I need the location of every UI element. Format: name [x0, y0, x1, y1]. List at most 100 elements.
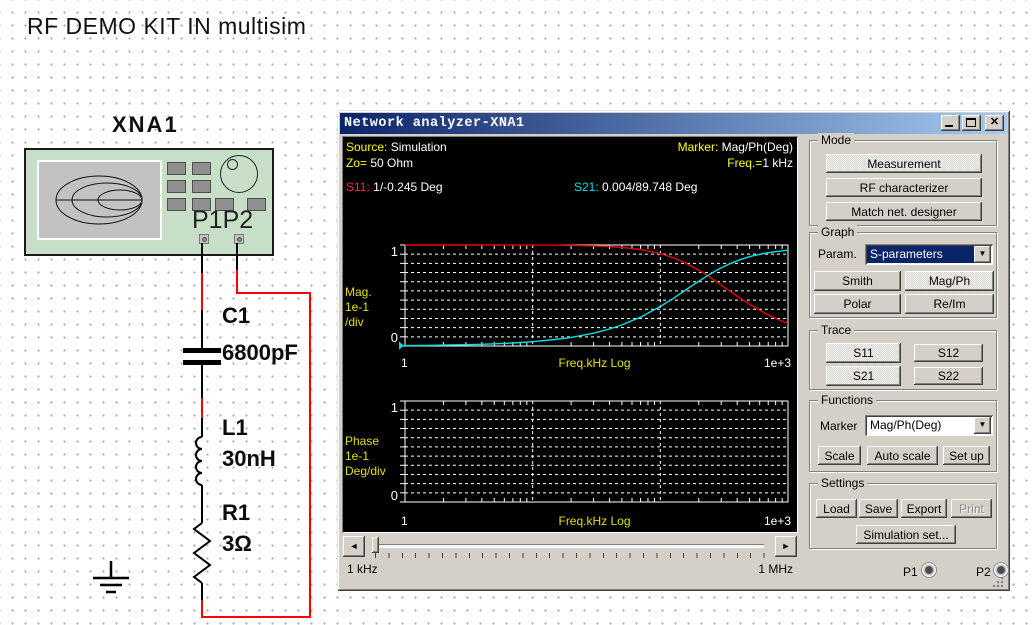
magnitude-chart-block: Mag. 1e-1 /div 1 0 1 Freq.kHz Log 1e+3 — [342, 236, 798, 376]
close-button[interactable]: ✕ — [985, 115, 1004, 131]
instrument-key — [167, 162, 186, 175]
schematic-wiring — [93, 243, 311, 618]
marker-selected-value: Mag/Ph(Deg) — [870, 418, 942, 432]
l1-ref-label: L1 — [222, 415, 248, 440]
frequency-slider-ticks — [375, 553, 768, 558]
s12-button[interactable]: S12 — [914, 344, 983, 362]
phase-x-axis-label: Freq.kHz Log — [558, 514, 631, 528]
param-selected-value: S-parameters — [867, 246, 974, 263]
r1-ref-label: R1 — [222, 500, 251, 525]
resize-grip[interactable] — [993, 576, 1005, 588]
instrument-key — [192, 162, 211, 175]
p1-pin[interactable] — [199, 234, 209, 244]
trace-group: Trace S11 S12 S21 S22 — [809, 323, 997, 390]
phase-y-max-tick: 1 — [390, 400, 398, 415]
instrument-key — [192, 180, 211, 193]
c1-value-label: 6800pF — [222, 340, 298, 365]
window-titlebar[interactable]: Network analyzer-XNA1 ✕ — [340, 113, 1007, 134]
wire-red-loop[interactable] — [202, 270, 311, 618]
p2-terminal-icon — [993, 562, 1009, 578]
window-title: Network analyzer-XNA1 — [344, 116, 525, 131]
sheet-title: RF DEMO KIT IN multisim — [27, 13, 307, 39]
minimize-button[interactable] — [941, 115, 960, 131]
phase-y-min-tick: 0 — [390, 488, 398, 503]
info-row-2: Zo= 50 Ohm Freq.=1 kHz — [346, 156, 793, 170]
phase-unit-label: Phase 1e-1 Deg/div — [345, 434, 386, 478]
scale-button[interactable]: Scale — [818, 446, 861, 465]
s11-button[interactable]: S11 — [826, 343, 901, 363]
s11-readout-label: S11: — [346, 180, 370, 194]
minimize-icon — [945, 125, 953, 127]
trace-group-label: Trace — [818, 323, 855, 337]
marker-combo-label: Marker — [820, 419, 858, 433]
frequency-slider-track[interactable] — [374, 544, 764, 548]
mag-unit-label: Mag. 1e-1 /div — [345, 285, 372, 329]
resistor-r1[interactable] — [192, 522, 212, 584]
freq-value: 1 kHz — [762, 156, 793, 170]
load-button[interactable]: Load — [816, 499, 857, 518]
mag-x-axis-label: Freq.kHz Log — [558, 356, 631, 370]
match-net-designer-button[interactable]: Match net. designer — [826, 202, 982, 221]
p2-terminal-label: P2 — [976, 565, 991, 579]
phase-chart — [400, 400, 789, 503]
chevron-down-icon[interactable]: ▼ — [974, 246, 991, 263]
ground-symbol[interactable] — [93, 561, 129, 594]
s22-button[interactable]: S22 — [914, 367, 983, 385]
instrument-screen — [37, 160, 162, 240]
info-row-1: Source: Simulation Marker: Mag/Ph(Deg) — [346, 140, 793, 154]
rf-characterizer-button[interactable]: RF characterizer — [826, 178, 982, 197]
set-up-button[interactable]: Set up — [943, 446, 990, 465]
instrument-ref-label: XNA1 — [112, 112, 179, 137]
functions-group-label: Functions — [818, 393, 877, 407]
capacitor-c1[interactable] — [183, 348, 221, 365]
marker-combobox[interactable]: Mag/Ph(Deg) ▼ — [865, 415, 993, 436]
export-button[interactable]: Export — [901, 499, 947, 518]
info-row-3: S11: 1/-0.245 Deg S21: 0.004/89.748 Deg — [346, 180, 793, 194]
smith-button[interactable]: Smith — [814, 271, 901, 291]
param-combobox[interactable]: S-parameters ▼ — [865, 244, 993, 265]
c1-ref-label: C1 — [222, 303, 251, 328]
phase-chart-block: Phase 1e-1 Deg/div 1 0 1 Freq.kHz Log 1e… — [342, 388, 798, 528]
start-frequency: 1 kHz — [347, 562, 378, 576]
polar-button[interactable]: Polar — [814, 294, 901, 314]
scroll-right-button[interactable]: ► — [775, 536, 797, 557]
simulation-set-button[interactable]: Simulation set... — [856, 525, 956, 544]
auto-scale-button[interactable]: Auto scale — [867, 446, 938, 465]
freq-label: Freq.= — [727, 156, 763, 170]
display-pane: Source: Simulation Marker: Mag/Ph(Deg) Z… — [342, 136, 798, 533]
zo-value: 50 Ohm — [370, 156, 414, 170]
network-analyzer-instrument-icon[interactable]: P1P2 — [24, 148, 274, 256]
instrument-key — [215, 198, 234, 211]
magnitude-chart — [399, 244, 789, 350]
chevron-down-icon[interactable]: ▼ — [974, 417, 991, 434]
save-button[interactable]: Save — [859, 499, 898, 518]
smith-chart-logo-icon — [55, 175, 143, 225]
scroll-left-button[interactable]: ◄ — [343, 536, 365, 557]
mag-x-min-tick: 1 — [401, 356, 408, 370]
maximize-icon — [966, 118, 976, 127]
magph-button[interactable]: Mag/Ph — [905, 271, 994, 291]
s21-button[interactable]: S21 — [826, 366, 901, 386]
p1-terminal-icon — [921, 562, 937, 578]
p2-pin[interactable] — [234, 234, 244, 244]
inductor-l1[interactable] — [195, 436, 203, 486]
frequency-slider-thumb[interactable] — [372, 537, 379, 553]
mag-y-max-tick: 1 — [390, 244, 398, 259]
curve-S21 — [404, 249, 789, 347]
network-analyzer-window: Network analyzer-XNA1 ✕ Source: Simulati… — [337, 110, 1010, 591]
marker-value: Mag/Ph(Deg) — [721, 140, 793, 154]
zo-label: Zo= — [346, 156, 368, 170]
mode-group: Mode Measurement RF characterizer Match … — [809, 133, 997, 226]
param-label: Param. — [818, 247, 857, 261]
source-value: Simulation — [390, 140, 447, 154]
instrument-key — [247, 198, 266, 211]
settings-group: Settings Load Save Export Print Simulati… — [809, 476, 997, 549]
reim-button[interactable]: Re/Im — [905, 294, 994, 314]
mag-y-min-tick: 0 — [390, 330, 398, 345]
maximize-button[interactable] — [962, 115, 981, 131]
measurement-button[interactable]: Measurement — [826, 154, 982, 173]
s11-readout-value: 1/-0.245 Deg — [373, 180, 443, 194]
s21-readout-label: S21: — [574, 180, 599, 194]
mode-group-label: Mode — [818, 133, 855, 147]
